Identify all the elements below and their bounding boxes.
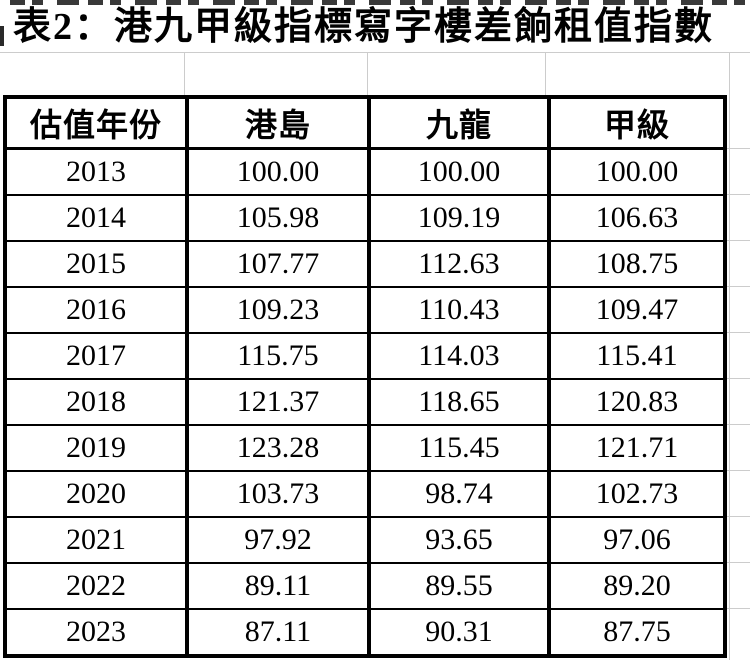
gridline-vertical-3 xyxy=(545,53,546,96)
cell-year: 2020 xyxy=(3,470,189,518)
cell-year: 2023 xyxy=(3,608,189,657)
cell-hk: 87.11 xyxy=(185,608,371,657)
table-header-row: 估值年份 港島 九龍 甲級 xyxy=(3,96,727,150)
cell-grade-a: 109.47 xyxy=(547,286,727,334)
cell-kowloon: 98.74 xyxy=(367,470,551,518)
cell-grade-a: 97.06 xyxy=(547,516,727,564)
gridline-right-row-marks xyxy=(723,148,750,620)
clipped-row-remnant xyxy=(10,0,748,5)
table-row: 2013 100.00 100.00 100.00 xyxy=(3,147,727,196)
column-header-valuation-year: 估值年份 xyxy=(3,96,189,150)
cell-grade-a: 115.41 xyxy=(547,332,727,380)
cell-hk: 123.28 xyxy=(185,424,371,472)
cell-hk: 107.77 xyxy=(185,240,371,288)
cell-grade-a: 87.75 xyxy=(547,608,727,657)
gridline-vertical-2 xyxy=(367,53,368,96)
gridline-vertical-1 xyxy=(184,53,185,96)
table-row: 估值年份 港島 九龍 甲級 xyxy=(3,96,727,150)
cell-grade-a: 120.83 xyxy=(547,378,727,426)
cell-hk: 97.92 xyxy=(185,516,371,564)
cell-grade-a: 100.00 xyxy=(547,147,727,196)
table-row: 2022 89.11 89.55 89.20 xyxy=(3,562,727,610)
cell-hk: 115.75 xyxy=(185,332,371,380)
column-header-hk-island: 港島 xyxy=(185,96,371,150)
cell-kowloon: 115.45 xyxy=(367,424,551,472)
table-row: 2014 105.98 109.19 106.63 xyxy=(3,194,727,242)
cell-grade-a: 102.73 xyxy=(547,470,727,518)
column-header-kowloon: 九龍 xyxy=(367,96,551,150)
cell-kowloon: 112.63 xyxy=(367,240,551,288)
cell-year: 2018 xyxy=(3,378,189,426)
table-row: 2019 123.28 115.45 121.71 xyxy=(3,424,727,472)
table-row: 2018 121.37 118.65 120.83 xyxy=(3,378,727,426)
cell-hk: 103.73 xyxy=(185,470,371,518)
cell-kowloon: 110.43 xyxy=(367,286,551,334)
cell-kowloon: 90.31 xyxy=(367,608,551,657)
cell-kowloon: 118.65 xyxy=(367,378,551,426)
table-row: 2020 103.73 98.74 102.73 xyxy=(3,470,727,518)
cell-hk: 121.37 xyxy=(185,378,371,426)
cell-hk: 89.11 xyxy=(185,562,371,610)
cell-grade-a: 121.71 xyxy=(547,424,727,472)
cell-year: 2013 xyxy=(3,147,189,196)
cell-year: 2015 xyxy=(3,240,189,288)
cell-year: 2019 xyxy=(3,424,189,472)
cell-year: 2021 xyxy=(3,516,189,564)
table-row: 2023 87.11 90.31 87.75 xyxy=(3,608,727,657)
cell-year: 2016 xyxy=(3,286,189,334)
table-row: 2016 109.23 110.43 109.47 xyxy=(3,286,727,334)
cell-kowloon: 100.00 xyxy=(367,147,551,196)
column-header-grade-a: 甲級 xyxy=(547,96,727,150)
table-row: 2021 97.92 93.65 97.06 xyxy=(3,516,727,564)
cell-kowloon: 93.65 xyxy=(367,516,551,564)
cell-kowloon: 109.19 xyxy=(367,194,551,242)
cell-hk: 109.23 xyxy=(185,286,371,334)
table-title: 表2：港九甲級指標寫字樓差餉租值指數 xyxy=(13,6,715,48)
cell-kowloon: 89.55 xyxy=(367,562,551,610)
table-row: 2017 115.75 114.03 115.41 xyxy=(3,332,727,380)
cell-grade-a: 89.20 xyxy=(547,562,727,610)
clipped-char-remnant xyxy=(0,26,4,46)
cell-kowloon: 114.03 xyxy=(367,332,551,380)
gridline-horizontal-top xyxy=(0,52,750,53)
cell-year: 2017 xyxy=(3,332,189,380)
cell-grade-a: 106.63 xyxy=(547,194,727,242)
data-table: 估值年份 港島 九龍 甲級 2013 100.00 100.00 100.00 … xyxy=(3,95,727,658)
cell-year: 2022 xyxy=(3,562,189,610)
cell-hk: 105.98 xyxy=(185,194,371,242)
table-row: 2015 107.77 112.63 108.75 xyxy=(3,240,727,288)
cell-grade-a: 108.75 xyxy=(547,240,727,288)
cell-year: 2014 xyxy=(3,194,189,242)
cell-hk: 100.00 xyxy=(185,147,371,196)
